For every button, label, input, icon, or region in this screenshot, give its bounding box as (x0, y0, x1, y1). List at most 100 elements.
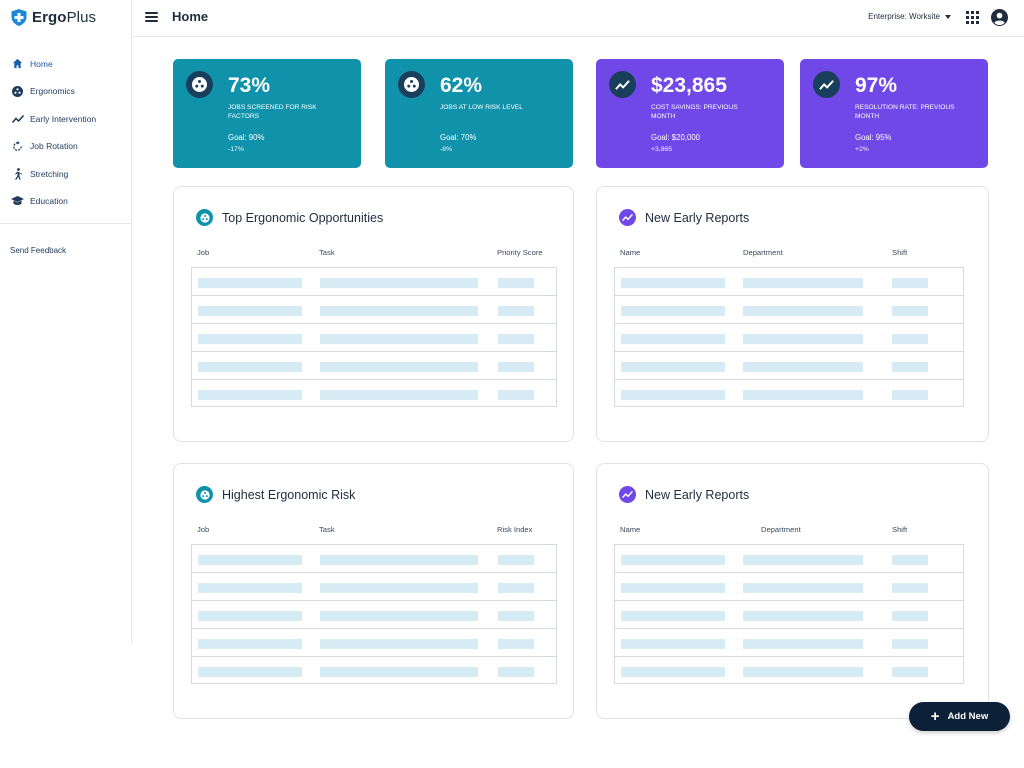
column-header-department[interactable]: Department (743, 248, 783, 257)
column-header-department[interactable]: Department (761, 525, 801, 534)
apps-grid-icon[interactable] (966, 11, 979, 24)
stat-caption: RESOLUTION RATE: PREVIOUS MONTH (855, 104, 955, 120)
stat-goal: Goal: 70% (440, 133, 477, 142)
sidebar-item-education[interactable]: Education (0, 188, 131, 216)
panel-new-early-reports-2: New Early Reports Name Department Shift (596, 463, 989, 719)
stat-delta: -17% (228, 146, 244, 153)
caret-down-icon (945, 14, 951, 19)
stat-card-low-risk[interactable]: 62% JOBS AT LOW RISK LEVEL Goal: 70% -8% (385, 59, 573, 168)
ergoplus-logo[interactable]: ErgoPlus (11, 7, 96, 27)
stat-value: 62% (440, 74, 483, 97)
panel-top-ergonomic-opportunities: Top Ergonomic Opportunities Job Task Pri… (173, 186, 574, 442)
sidebar-item-stretching[interactable]: Stretching (0, 160, 131, 188)
table-row[interactable] (615, 657, 963, 685)
panel-title: New Early Reports (645, 487, 750, 502)
add-new-label: Add New (947, 711, 989, 722)
plus-icon: + (930, 708, 940, 725)
table-row[interactable] (615, 629, 963, 657)
trend-icon (619, 486, 636, 503)
stat-value: 73% (228, 74, 271, 97)
table-row[interactable] (615, 352, 963, 380)
ergonomics-icon (196, 486, 213, 503)
data-table (614, 544, 964, 684)
table-row[interactable] (192, 268, 556, 296)
data-table (614, 267, 964, 407)
table-row[interactable] (192, 601, 556, 629)
panel-new-early-reports: New Early Reports Name Department Shift (596, 186, 989, 442)
table-row[interactable] (192, 324, 556, 352)
sidebar-item-ergonomics[interactable]: Ergonomics (0, 78, 131, 106)
table-row[interactable] (615, 573, 963, 601)
table-row[interactable] (192, 380, 556, 408)
column-header-task[interactable]: Task (319, 248, 335, 257)
sidebar-item-label: Home (30, 58, 53, 69)
table-row[interactable] (615, 545, 963, 573)
column-header-task[interactable]: Task (319, 525, 335, 534)
sidebar-item-label: Ergonomics (30, 86, 75, 97)
sidebar-item-label: Early Intervention (30, 113, 97, 124)
enterprise-label: Enterprise: Worksite (868, 12, 940, 21)
table-row[interactable] (192, 352, 556, 380)
stat-caption: COST SAVINGS: PREVIOUS MONTH (651, 104, 738, 120)
table-row[interactable] (192, 629, 556, 657)
sidebar-nav: Home Ergonomics Early Intervention Job R… (0, 50, 131, 215)
sidebar-item-label: Job Rotation (30, 141, 78, 152)
top-header: Home Enterprise: Worksite (132, 0, 1024, 37)
column-header-priority-score[interactable]: Priority Score (497, 248, 543, 257)
enterprise-selector[interactable]: Enterprise: Worksite (868, 12, 951, 21)
stretching-icon (11, 167, 24, 180)
table-row[interactable] (615, 324, 963, 352)
sidebar-item-early-intervention[interactable]: Early Intervention (0, 105, 131, 133)
panel-highest-ergonomic-risk: Highest Ergonomic Risk Job Task Risk Ind… (173, 463, 574, 719)
stat-caption: JOBS SCREENED FOR RISK FACTORS (228, 104, 317, 120)
table-row[interactable] (192, 657, 556, 685)
sidebar-item-label: Education (30, 196, 68, 207)
table-row[interactable] (615, 380, 963, 408)
sidebar-item-home[interactable]: Home (0, 50, 131, 78)
table-row[interactable] (192, 296, 556, 324)
rotation-icon (11, 140, 24, 153)
table-row[interactable] (615, 296, 963, 324)
table-row[interactable] (192, 573, 556, 601)
stat-delta: -8% (440, 146, 453, 153)
shield-cross-icon (11, 8, 27, 26)
menu-icon[interactable] (145, 12, 158, 22)
column-header-shift[interactable]: Shift (892, 248, 908, 257)
data-table (191, 544, 557, 684)
table-row[interactable] (615, 268, 963, 296)
trend-icon (813, 71, 840, 98)
send-feedback-link[interactable]: Send Feedback (10, 246, 67, 255)
table-row[interactable] (615, 601, 963, 629)
column-header-job[interactable]: Job (197, 525, 210, 534)
ergonomics-icon (11, 85, 24, 98)
stat-card-cost-savings[interactable]: $23,865 COST SAVINGS: PREVIOUS MONTH Goa… (596, 59, 784, 168)
sidebar-item-job-rotation[interactable]: Job Rotation (0, 133, 131, 161)
trend-icon (619, 209, 636, 226)
account-icon[interactable] (991, 9, 1008, 26)
column-header-name[interactable]: Name (620, 248, 641, 257)
graduation-cap-icon (11, 195, 24, 208)
sidebar-divider (0, 223, 131, 224)
stat-value: $23,865 (651, 74, 727, 97)
column-header-shift[interactable]: Shift (892, 525, 908, 534)
stat-goal: Goal: $20,000 (651, 133, 700, 142)
panel-title: Highest Ergonomic Risk (222, 487, 356, 502)
stat-card-resolution-rate[interactable]: 97% RESOLUTION RATE: PREVIOUS MONTH Goal… (800, 59, 988, 168)
stat-card-jobs-screened[interactable]: 73% JOBS SCREENED FOR RISK FACTORS Goal:… (173, 59, 361, 168)
ergonomics-icon (398, 71, 425, 98)
panel-title: New Early Reports (645, 210, 750, 225)
stat-delta: +3,865 (651, 146, 672, 153)
column-header-risk-index[interactable]: Risk Index (497, 525, 533, 534)
add-new-button[interactable]: + Add New (909, 702, 1010, 731)
data-table (191, 267, 557, 407)
column-header-name[interactable]: Name (620, 525, 641, 534)
sidebar: ErgoPlus Home Ergonomics Early Intervent… (0, 0, 132, 643)
trend-icon (609, 71, 636, 98)
table-row[interactable] (192, 545, 556, 573)
stat-goal: Goal: 90% (228, 133, 265, 142)
stat-caption: JOBS AT LOW RISK LEVEL (440, 104, 523, 111)
ergonomics-icon (186, 71, 213, 98)
stat-goal: Goal: 95% (855, 133, 892, 142)
stat-delta: +2% (855, 146, 869, 153)
column-header-job[interactable]: Job (197, 248, 210, 257)
